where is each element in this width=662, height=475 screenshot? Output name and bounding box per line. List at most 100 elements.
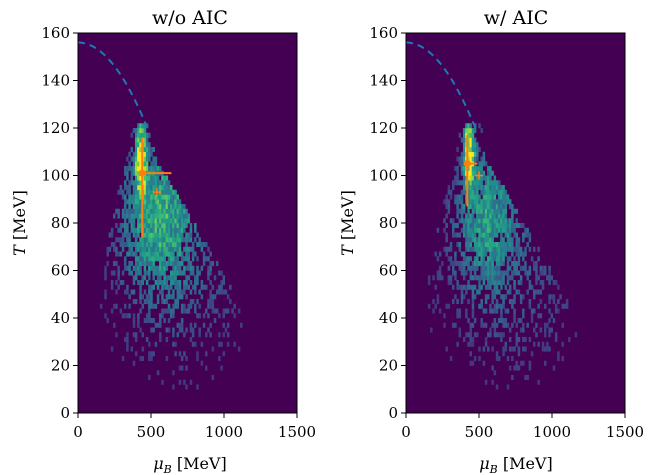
- heatmap-cell: [126, 166, 129, 172]
- heatmap-cell: [476, 185, 479, 191]
- heatmap-cell: [130, 147, 134, 153]
- heatmap-cell: [471, 208, 475, 214]
- heatmap-cell: [152, 175, 155, 181]
- heatmap-cell: [220, 280, 223, 286]
- x-tick-label: 500: [137, 423, 166, 441]
- heatmap-cell: [165, 208, 169, 214]
- heatmap-cell: [478, 227, 481, 233]
- heatmap-cell: [172, 261, 175, 267]
- heatmap-cell: [139, 270, 142, 276]
- heatmap-cell: [500, 204, 503, 210]
- heatmap-cell: [482, 251, 486, 257]
- heatmap-cell: [478, 166, 481, 172]
- heatmap-cell: [473, 356, 477, 362]
- heatmap-cell: [126, 237, 129, 243]
- heatmap-cell: [110, 270, 114, 276]
- heatmap-cell: [137, 123, 140, 129]
- heatmap-cell: [115, 251, 118, 257]
- y-tick-label: 20: [379, 357, 398, 375]
- heatmap-cell: [449, 280, 453, 286]
- heatmap-cell: [491, 280, 494, 286]
- heatmap-cell: [543, 265, 547, 271]
- heatmap-cell: [145, 227, 149, 233]
- heatmap-cell: [462, 270, 466, 276]
- heatmap-cell: [469, 142, 472, 148]
- heatmap-cell: [218, 356, 221, 362]
- heatmap-cell: [126, 170, 129, 176]
- heatmap-cell: [506, 356, 510, 362]
- heatmap-cell: [489, 280, 492, 286]
- heatmap-cell: [126, 185, 129, 191]
- heatmap-cell: [110, 284, 114, 290]
- heatmap-cell: [167, 284, 171, 290]
- heatmap-cell: [454, 270, 457, 276]
- heatmap-cell: [539, 289, 543, 295]
- heatmap-cell: [502, 318, 505, 324]
- heatmap-cell: [478, 180, 481, 186]
- crossover-curve-dashed: [77, 41, 149, 129]
- heatmap-cell: [167, 242, 171, 248]
- heatmap-cell: [469, 128, 472, 134]
- heatmap-cell: [517, 223, 521, 229]
- heatmap-cell: [117, 237, 120, 243]
- heatmap-cell: [460, 289, 464, 295]
- heatmap-cell: [469, 218, 472, 224]
- heatmap-cell: [174, 275, 177, 281]
- heatmap-cell: [172, 265, 175, 271]
- heatmap-cell: [165, 356, 169, 362]
- heatmap-cell: [172, 289, 175, 295]
- heatmap-cell: [480, 208, 483, 214]
- heatmap-cell: [163, 308, 166, 314]
- heatmap-cell: [145, 218, 149, 224]
- heatmap-cell: [462, 166, 466, 172]
- heatmap-cell: [467, 261, 470, 267]
- heatmap-cell: [476, 256, 479, 262]
- heatmap-cell: [489, 185, 492, 191]
- heatmap-cell: [185, 275, 188, 281]
- heatmap-cell: [515, 337, 518, 343]
- heatmap-cell: [165, 284, 169, 290]
- heatmap-cell: [491, 237, 494, 243]
- heatmap-cell: [456, 341, 459, 347]
- heatmap-cell: [522, 237, 525, 243]
- heatmap-cell: [137, 232, 140, 238]
- heatmap-cell: [174, 199, 177, 205]
- heatmap-cell: [145, 180, 149, 186]
- heatmap-cell: [172, 303, 175, 309]
- heatmap-cell: [154, 246, 158, 252]
- heatmap-cell: [123, 261, 127, 267]
- heatmap-cell: [123, 199, 127, 205]
- heatmap-cell: [172, 199, 175, 205]
- heatmap-cell: [508, 346, 512, 352]
- heatmap-cell: [183, 308, 186, 314]
- heatmap-cell: [473, 142, 477, 148]
- y-tick-label: 160: [369, 24, 398, 42]
- heatmap-cell: [220, 365, 223, 371]
- heatmap-cell: [546, 346, 549, 352]
- heatmap-cell: [471, 147, 475, 153]
- heatmap-cell: [128, 242, 131, 248]
- heatmap-cell: [476, 208, 479, 214]
- heatmap-cell: [110, 346, 114, 352]
- heatmap-cell: [137, 166, 140, 172]
- heatmap-cell: [139, 132, 142, 138]
- y-tick-label: 60: [379, 262, 398, 280]
- heatmap-cell: [491, 379, 494, 385]
- heatmap-cell: [504, 194, 508, 200]
- heatmap-cell: [174, 223, 177, 229]
- heatmap-cell: [143, 189, 147, 195]
- heatmap-cell: [130, 208, 134, 214]
- heatmap-cell: [134, 332, 138, 338]
- heatmap-cell: [150, 284, 153, 290]
- heatmap-cell: [487, 246, 490, 252]
- heatmap-cell: [487, 204, 490, 210]
- heatmap-cell: [128, 199, 131, 205]
- heatmap-cell: [462, 251, 466, 257]
- heatmap-cell: [150, 208, 153, 214]
- heatmap-cell: [211, 261, 215, 267]
- heatmap-cell: [180, 232, 184, 238]
- heatmap-cell: [209, 261, 212, 267]
- heatmap-cell: [552, 294, 556, 300]
- heatmap-cell: [458, 332, 462, 338]
- heatmap-cell: [130, 251, 134, 257]
